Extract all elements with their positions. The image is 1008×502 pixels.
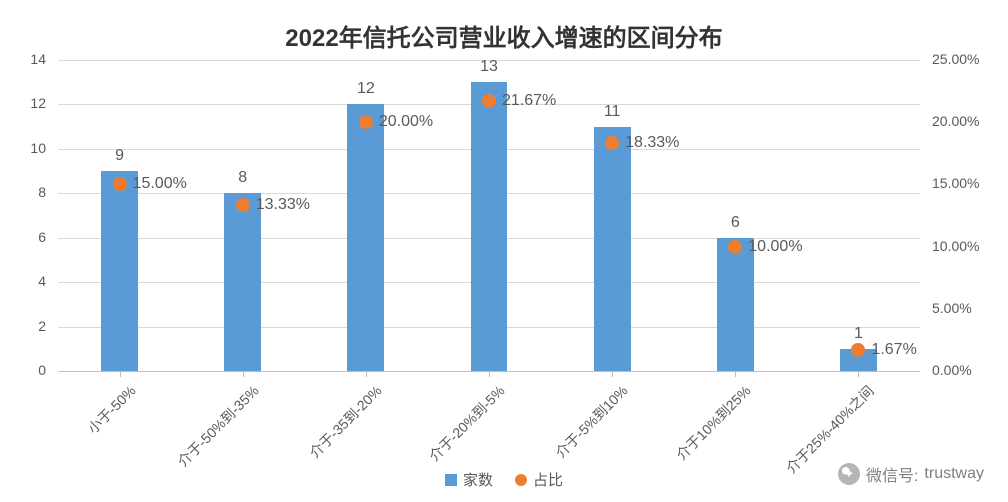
y-left-tick-label: 14 — [30, 51, 46, 67]
y-left-tick-label: 8 — [38, 184, 46, 200]
bar-value-label: 9 — [115, 147, 124, 165]
x-tick — [366, 371, 367, 377]
x-tick — [489, 371, 490, 377]
bar-value-label: 11 — [604, 103, 621, 121]
y-left-tick-label: 6 — [38, 229, 46, 245]
chart-container: 2022年信托公司营业收入增速的区间分布 0 2 4 6 8 10 12 14 0.00% 5.0… — [0, 0, 1008, 502]
chart-title: 2022年信托公司营业收入增速的区间分布 — [0, 18, 1008, 53]
marker-dot — [482, 94, 496, 108]
legend-label-bars: 家数 — [463, 469, 493, 490]
x-category-label: 介于-5%到10% — [551, 381, 632, 462]
bar — [224, 193, 261, 371]
bar — [717, 238, 754, 371]
marker-value-label: 20.00% — [379, 113, 433, 131]
y-right-tick-label: 25.00% — [932, 51, 979, 67]
wechat-icon: ✦ — [838, 463, 860, 485]
marker-dot — [851, 343, 865, 357]
watermark-label: 微信号: — [866, 462, 918, 486]
x-tick — [612, 371, 613, 377]
marker-dot — [728, 240, 742, 254]
bar-value-label: 6 — [731, 214, 740, 232]
marker-dot — [113, 177, 127, 191]
bar-value-label: 13 — [480, 58, 498, 76]
x-tick — [735, 371, 736, 377]
x-category-label: 介于-20%到-5% — [425, 381, 510, 466]
marker-dot — [236, 198, 250, 212]
legend-swatch-markers — [515, 474, 527, 486]
y-left-tick-label: 0 — [38, 362, 46, 378]
bar — [347, 104, 384, 371]
y-right-tick-label: 5.00% — [932, 300, 972, 316]
legend-swatch-bars — [445, 474, 457, 486]
x-category-label: 小于-50% — [83, 381, 140, 438]
x-tick — [858, 371, 859, 377]
y-right-tick-label: 0.00% — [932, 362, 972, 378]
x-tick — [243, 371, 244, 377]
bar — [101, 171, 138, 371]
bar — [471, 82, 508, 371]
bar-value-label: 12 — [357, 80, 375, 98]
x-category-label: 介于10%到25% — [672, 381, 755, 464]
watermark: ✦ 微信号: trustway — [832, 460, 990, 488]
marker-dot — [359, 115, 373, 129]
marker-value-label: 18.33% — [625, 134, 679, 152]
marker-value-label: 15.00% — [133, 175, 187, 193]
y-left-tick-label: 12 — [30, 95, 46, 111]
x-tick — [120, 371, 121, 377]
chart-title-text: 2022年信托公司营业收入增速的区间分布 — [285, 25, 722, 52]
x-category-label: 介于-35到-20% — [305, 381, 386, 462]
marker-value-label: 13.33% — [256, 196, 310, 214]
plot-area: 024681012140.00%5.00%10.00%15.00%20.00%2… — [58, 60, 920, 372]
y-left-tick-label: 2 — [38, 318, 46, 334]
legend-label-markers: 占比 — [533, 469, 563, 490]
marker-value-label: 1.67% — [871, 341, 916, 359]
legend-item-bars: 家数 — [445, 469, 493, 490]
x-category-label: 介于-50%到-35% — [173, 381, 263, 471]
y-right-tick-label: 10.00% — [932, 238, 979, 254]
marker-dot — [605, 136, 619, 150]
bar — [594, 127, 631, 371]
marker-value-label: 21.67% — [502, 92, 556, 110]
marker-value-label: 10.00% — [748, 238, 802, 256]
bar-value-label: 8 — [238, 169, 247, 187]
bar-value-label: 1 — [854, 325, 863, 343]
y-right-tick-label: 15.00% — [932, 175, 979, 191]
y-left-tick-label: 4 — [38, 273, 46, 289]
legend-item-markers: 占比 — [515, 469, 563, 490]
watermark-value: trustway — [924, 465, 984, 483]
y-right-tick-label: 20.00% — [932, 113, 979, 129]
y-left-tick-label: 10 — [30, 140, 46, 156]
